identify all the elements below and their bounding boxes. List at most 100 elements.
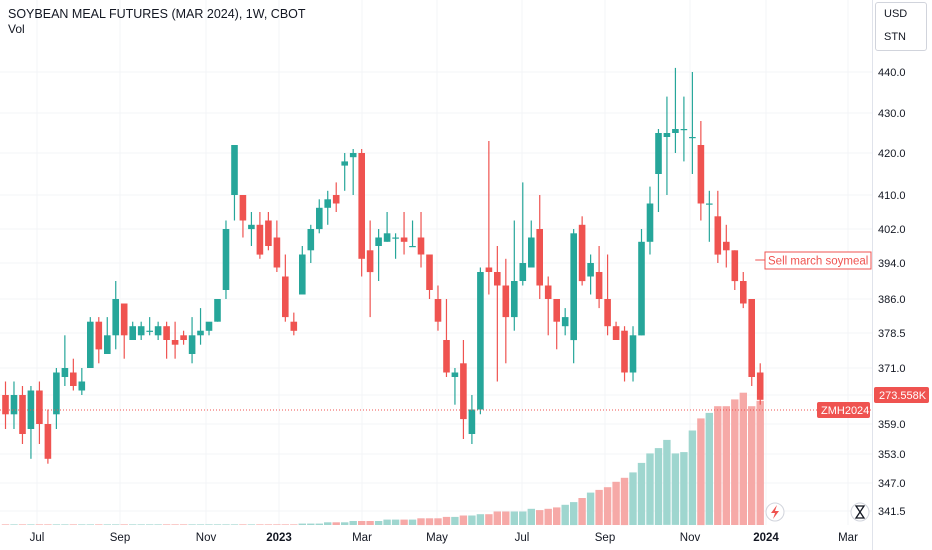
candle-body [578, 224, 586, 282]
volume-bar [188, 524, 196, 525]
volume-bar [476, 514, 485, 525]
volume-bar [391, 519, 400, 525]
candle-body [171, 340, 179, 345]
candle-body [553, 299, 560, 322]
volume-bar [18, 524, 27, 525]
candle-body [307, 229, 315, 251]
volume-bar [485, 514, 493, 525]
candle-body [53, 372, 60, 415]
candle-body [621, 330, 628, 373]
candle-body [120, 303, 128, 336]
volume-bar [137, 524, 145, 525]
candle-body [104, 335, 111, 354]
candle-body [273, 237, 281, 268]
candle-body [528, 237, 535, 268]
candle-body [375, 237, 382, 246]
unit-selector[interactable]: USD STN [875, 2, 927, 51]
volume-bar [239, 524, 247, 525]
y-tick-label: 378.5 [878, 328, 906, 340]
candle-body [587, 263, 594, 277]
candle-body [316, 207, 323, 230]
candle-body [519, 263, 527, 281]
volume-bar [434, 518, 442, 526]
candle-body [87, 321, 94, 368]
candle-body [740, 281, 747, 304]
candle-body [180, 335, 187, 340]
volume-bar [502, 511, 510, 525]
volume-bar [349, 521, 357, 525]
candle-body [358, 153, 365, 259]
volume-bar [561, 504, 569, 526]
volume-bar [196, 524, 205, 525]
candle-body [468, 409, 476, 434]
volume-bar [451, 516, 459, 525]
candle-body [663, 133, 671, 137]
volume-bar [417, 518, 425, 526]
candle-body [256, 224, 264, 255]
candle-body [154, 326, 162, 336]
volume-bar [663, 439, 671, 525]
candle-body [570, 233, 577, 341]
candle-body [214, 299, 221, 322]
candle-body [366, 250, 374, 273]
candle-body [460, 363, 467, 420]
unit-button[interactable]: STN [884, 31, 906, 43]
volume-bar [620, 477, 629, 526]
volume-bar [112, 524, 120, 525]
candle-body [536, 229, 543, 286]
volume-bar [527, 508, 535, 525]
symbol-label: ZMH2024 [821, 405, 869, 417]
candle-body [349, 153, 357, 158]
volume-bar [544, 508, 552, 525]
y-tick-label: 353.0 [878, 449, 906, 461]
candle-body [10, 395, 18, 415]
volume-bar [705, 412, 713, 525]
candle-body [197, 330, 204, 336]
candle-body [265, 220, 272, 246]
x-tick-label: Jul [515, 532, 530, 544]
y-tick-label: 371.0 [878, 363, 906, 375]
candle-body [324, 199, 331, 208]
candle-body [78, 381, 86, 391]
hourglass-icon-glyph [854, 505, 866, 519]
volume-bar [264, 524, 273, 525]
volume-bar [273, 524, 281, 525]
candle-body [282, 276, 289, 318]
currency-button[interactable]: USD [884, 8, 908, 20]
y-tick-label: 440.0 [878, 67, 906, 79]
volume-bar [748, 406, 756, 525]
x-tick-label: Mar [838, 532, 858, 544]
candle-body [112, 299, 119, 336]
candle-body [61, 368, 69, 377]
volume-bar [154, 524, 162, 525]
symbol-tag [817, 402, 870, 418]
candle-body [129, 326, 136, 340]
candle-body [417, 237, 425, 255]
x-tick-label: Nov [196, 532, 217, 544]
volume-bar [383, 519, 391, 525]
candle-body [426, 254, 433, 290]
y-tick-label: 386.0 [878, 294, 906, 306]
candle-body [706, 203, 713, 205]
volume-bar [69, 524, 77, 525]
candle-body [299, 254, 306, 295]
volume-bar [213, 524, 222, 525]
candle-body [2, 395, 9, 415]
volume-bar [179, 524, 188, 525]
annotation-text: Sell march soymeal [768, 256, 868, 268]
volume-bar [510, 511, 518, 525]
candle-body [477, 272, 484, 410]
x-tick-label: May [426, 532, 448, 544]
volume-bar [671, 453, 680, 525]
candle-body [714, 216, 722, 255]
volume-bar [256, 524, 264, 525]
volume-bar [680, 452, 688, 525]
volume-bar [493, 511, 501, 525]
y-tick-label: 347.0 [878, 478, 906, 490]
volume-bar [61, 524, 69, 525]
volume-bar [697, 418, 705, 526]
volume-bar [586, 492, 595, 525]
candle-body [451, 372, 459, 377]
volume-bar [595, 489, 603, 525]
